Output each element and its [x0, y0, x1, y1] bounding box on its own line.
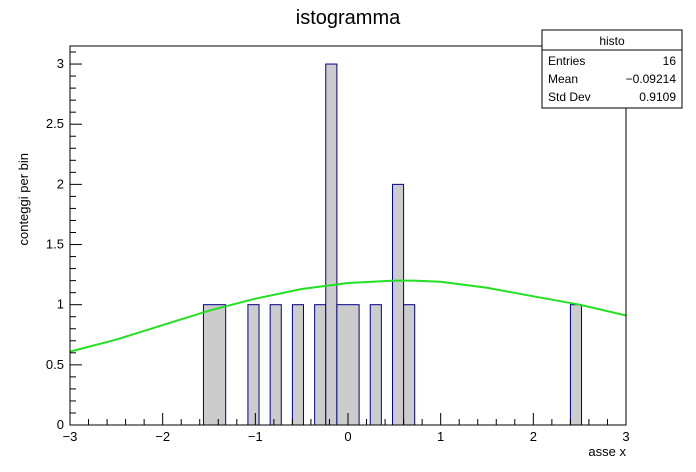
stats-mean-value: −0.09214 [626, 72, 677, 86]
y-tick-label: 3 [57, 56, 64, 71]
stats-box-frame [541, 29, 683, 109]
x-tick-labels: −3 −2 −1 0 1 2 3 [63, 429, 630, 444]
y-tick-labels: 0 0.5 1 1.5 2 2.5 3 [46, 56, 64, 432]
fit-curve [69, 279, 627, 353]
stats-stddev-label: Std Dev [548, 90, 591, 104]
histogram-bar-3 [291, 304, 305, 426]
histogram-bar-6 [336, 304, 360, 426]
y-tick-label: 2.5 [46, 116, 64, 131]
x-tick-label: 0 [344, 429, 351, 444]
y-tick-label: 2 [57, 176, 64, 191]
stats-box: histo Entries 16 Mean −0.09214 Std Dev 0… [541, 29, 683, 109]
stats-title: histo [599, 34, 625, 48]
histogram-bar-0 [202, 304, 227, 426]
histogram-bars [202, 63, 583, 426]
y-tick-label: 1.5 [46, 237, 64, 252]
x-tick-label: −1 [248, 429, 263, 444]
axis-ticks [69, 51, 627, 426]
stats-entries-value: 16 [663, 54, 677, 68]
x-tick-label: 1 [437, 429, 444, 444]
y-axis-label: conteggi per bin [16, 153, 31, 246]
stats-stddev-value: 0.9109 [639, 90, 676, 104]
histogram-bar-8 [391, 183, 405, 426]
x-axis-label: asse x [588, 444, 626, 459]
y-tick-label: 0.5 [46, 357, 64, 372]
x-tick-label: −2 [155, 429, 170, 444]
histogram-bar-4 [314, 304, 327, 426]
x-tick-label: −3 [63, 429, 78, 444]
histogram-bar-10 [569, 304, 583, 426]
y-tick-label: 0 [57, 417, 64, 432]
stats-mean-label: Mean [548, 72, 578, 86]
stats-entries-label: Entries [548, 54, 585, 68]
x-tick-label: 3 [622, 429, 629, 444]
histogram-bar-1 [247, 304, 260, 426]
y-tick-label: 1 [57, 297, 64, 312]
histogram-bar-9 [403, 304, 416, 426]
histogram-bar-7 [369, 304, 382, 426]
histogram-bar-5 [325, 63, 338, 426]
x-tick-label: 2 [530, 429, 537, 444]
chart-title: istogramma [296, 7, 401, 29]
histogram-bar-2 [269, 304, 282, 426]
